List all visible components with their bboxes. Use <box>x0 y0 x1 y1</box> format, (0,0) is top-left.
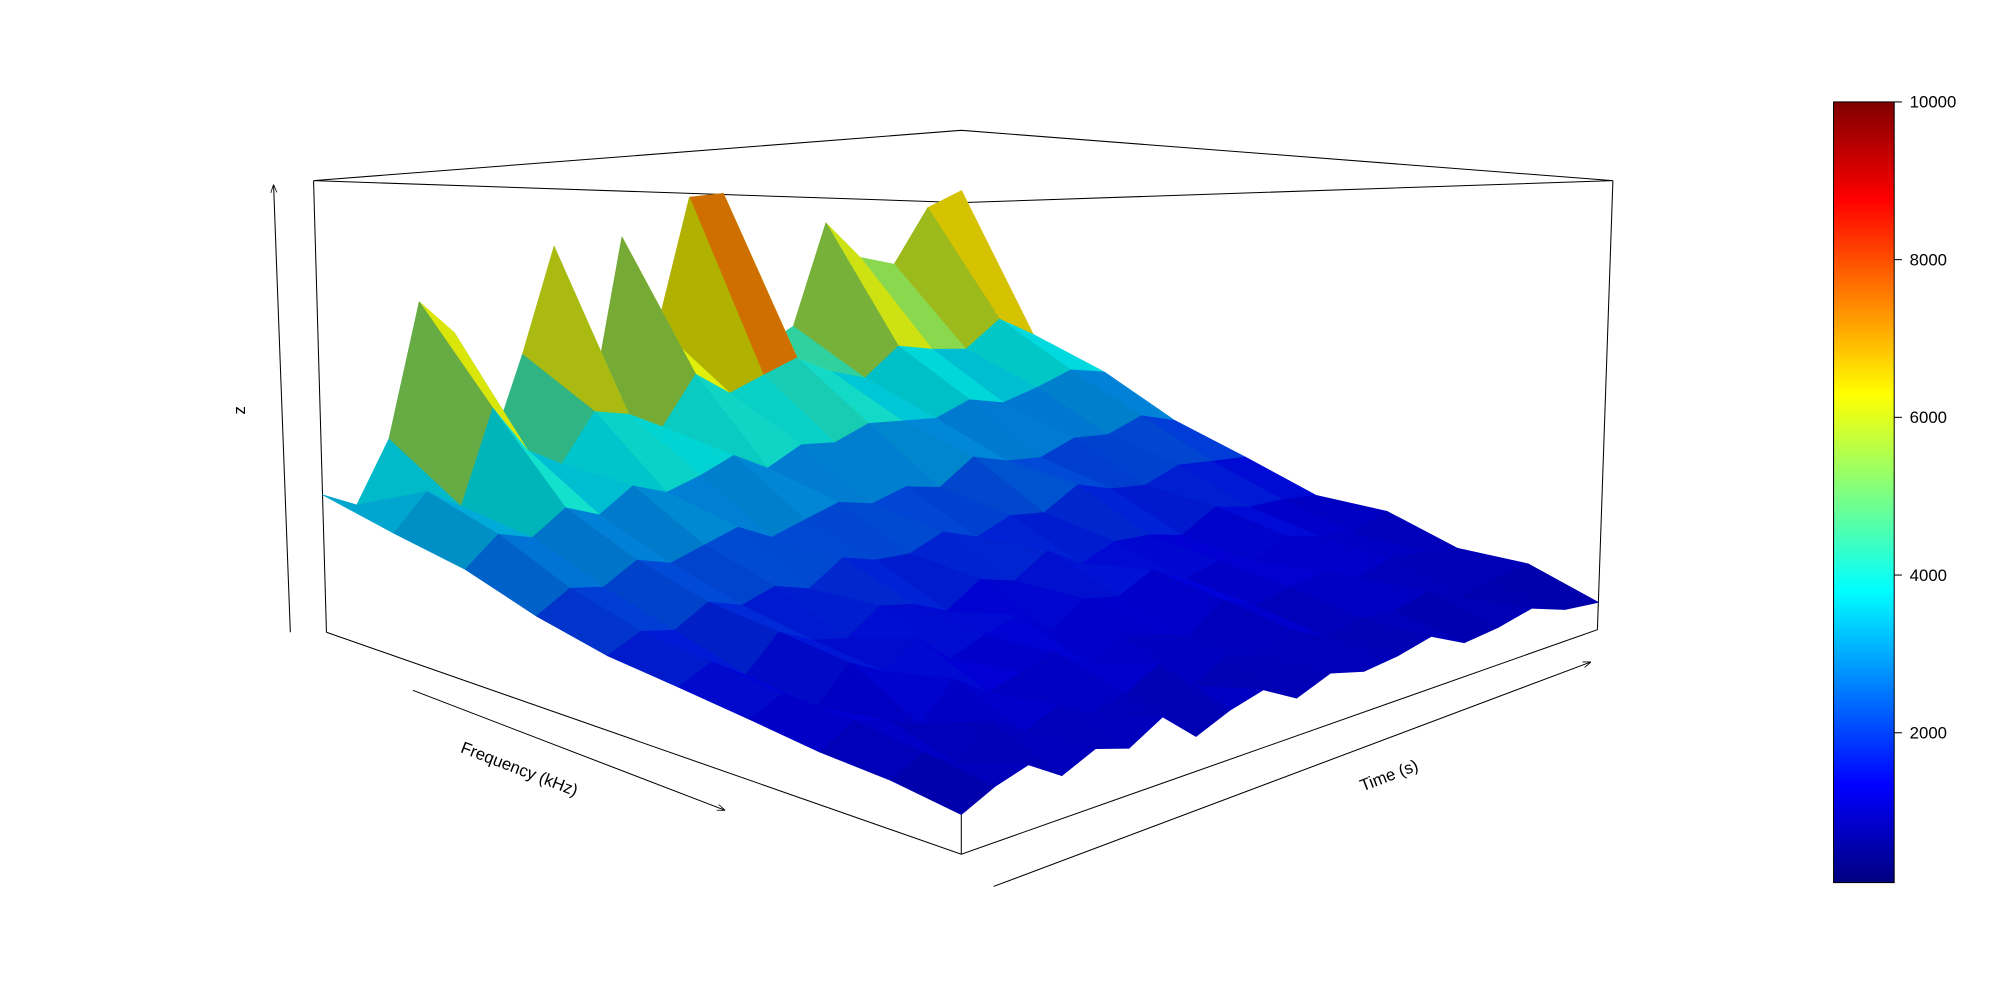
surface <box>322 190 1599 815</box>
surface-facet <box>890 752 996 815</box>
colorbar-tick-label: 2000 <box>1910 724 1947 743</box>
colorbar-tick-label: 6000 <box>1910 408 1947 427</box>
y-axis-label: Time (s) <box>1357 756 1421 796</box>
z-axis-arrow <box>274 185 291 633</box>
box-edge <box>1596 180 1614 630</box>
x-axis-arrow <box>412 689 725 811</box>
box-top <box>313 129 1613 204</box>
colorbar: 2000 4000 6000 8000 10000 <box>1833 93 1957 884</box>
z-axis-label: z <box>230 406 249 414</box>
box-bottom <box>326 629 1598 855</box>
colorbar-gradient <box>1833 101 1895 884</box>
colorbar-tick-label: 10000 <box>1910 93 1957 112</box>
box-edge <box>313 180 327 633</box>
colorbar-tick-label: 4000 <box>1910 566 1947 585</box>
colorbar-tick-label: 8000 <box>1910 250 1947 269</box>
y-axis-arrow <box>993 661 1591 887</box>
